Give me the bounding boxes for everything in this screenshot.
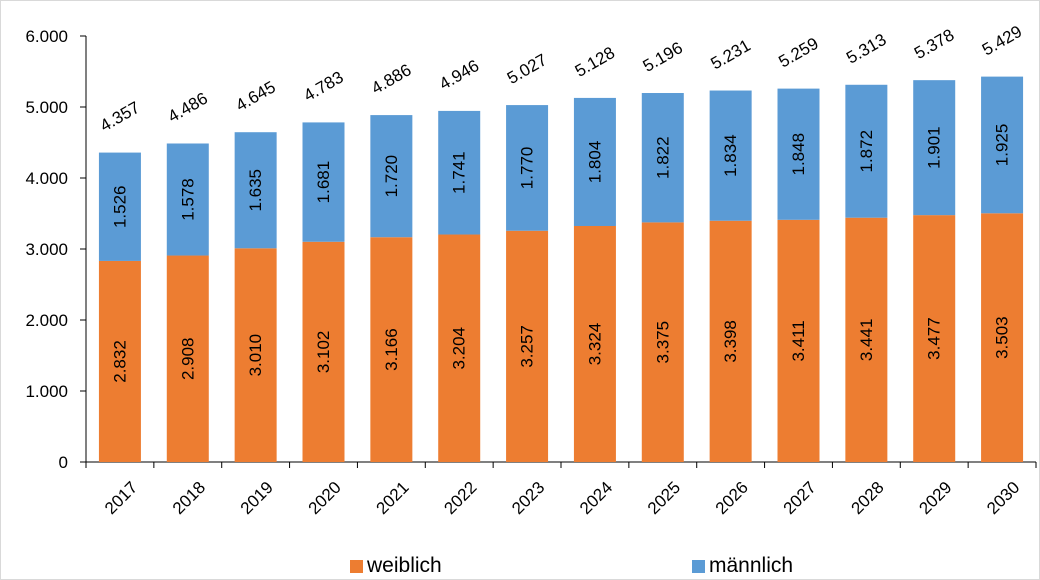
value-label-maennlich: 1.804 <box>585 141 604 184</box>
bar-weiblich <box>506 230 549 462</box>
value-label-maennlich: 1.526 <box>110 185 129 228</box>
y-tick-label: 4.000 <box>25 169 68 188</box>
y-tick-label: 6.000 <box>25 27 68 46</box>
x-category-label: 2023 <box>508 478 548 518</box>
bar-maennlich <box>641 93 684 223</box>
total-label: 4.486 <box>165 89 211 127</box>
value-label-weiblich: 3.477 <box>925 317 944 360</box>
total-label: 5.128 <box>572 43 618 81</box>
bar-maennlich <box>302 122 345 242</box>
value-label-maennlich: 1.901 <box>925 126 944 169</box>
bar-maennlich <box>981 76 1024 214</box>
bar-weiblich <box>981 213 1024 462</box>
bar-weiblich <box>641 222 684 462</box>
total-label: 5.259 <box>775 34 821 72</box>
value-label-weiblich: 3.166 <box>382 328 401 371</box>
value-label-weiblich: 2.832 <box>110 340 129 383</box>
x-category-label: 2028 <box>847 478 887 518</box>
x-category-label: 2019 <box>237 478 277 518</box>
bar-weiblich <box>709 220 752 462</box>
total-label: 4.357 <box>97 98 143 136</box>
bar-weiblich <box>234 248 277 462</box>
total-label: 5.196 <box>640 38 686 76</box>
x-category-label: 2029 <box>915 478 955 518</box>
total-label: 4.946 <box>436 56 482 94</box>
y-tick-label: 1.000 <box>25 382 68 401</box>
x-category-label: 2030 <box>983 478 1023 518</box>
x-category-label: 2020 <box>305 478 345 518</box>
bar-maennlich <box>913 80 956 216</box>
legend-item-maennlich: männlich <box>692 553 793 579</box>
value-label-weiblich: 3.010 <box>246 334 265 377</box>
x-category-label: 2017 <box>101 478 141 518</box>
value-label-maennlich: 1.848 <box>789 133 808 176</box>
bar-weiblich <box>370 237 413 462</box>
value-label-weiblich: 2.908 <box>178 337 197 380</box>
bar-maennlich <box>709 90 752 221</box>
legend-label-maennlich: männlich <box>709 554 794 577</box>
bar-maennlich <box>845 84 888 218</box>
total-label: 5.429 <box>979 22 1025 60</box>
y-tick-label: 3.000 <box>25 240 68 259</box>
bar-maennlich <box>98 152 141 261</box>
x-category-label: 2018 <box>169 478 209 518</box>
y-tick-label: 0 <box>59 453 68 472</box>
bar-maennlich <box>234 132 277 249</box>
total-label: 5.027 <box>504 50 550 88</box>
bar-weiblich <box>166 255 209 462</box>
total-label: 5.378 <box>911 25 957 63</box>
bar-weiblich <box>913 215 956 462</box>
value-label-maennlich: 1.872 <box>857 130 876 173</box>
total-label: 5.231 <box>707 36 753 74</box>
bar-maennlich <box>370 115 413 238</box>
bar-weiblich <box>438 234 481 462</box>
value-label-weiblich: 3.324 <box>585 323 604 366</box>
y-tick-label: 5.000 <box>25 98 68 117</box>
legend-swatch-weiblich <box>350 559 363 573</box>
value-label-maennlich: 1.635 <box>246 169 265 212</box>
value-label-maennlich: 1.925 <box>993 124 1012 167</box>
x-category-label: 2022 <box>440 478 480 518</box>
value-label-weiblich: 3.375 <box>653 321 672 364</box>
bar-maennlich <box>777 88 820 220</box>
total-label: 4.645 <box>232 77 278 115</box>
value-label-maennlich: 1.578 <box>178 178 197 221</box>
value-label-maennlich: 1.834 <box>721 134 740 177</box>
value-label-weiblich: 3.441 <box>857 319 876 362</box>
bar-weiblich <box>302 241 345 462</box>
value-label-maennlich: 1.770 <box>518 147 537 190</box>
value-label-maennlich: 1.681 <box>314 161 333 204</box>
value-label-weiblich: 3.257 <box>518 325 537 368</box>
y-tick-label: 2.000 <box>25 311 68 330</box>
legend-item-weiblich: weiblich <box>350 553 442 579</box>
bar-weiblich <box>98 260 141 462</box>
value-label-weiblich: 3.503 <box>993 316 1012 359</box>
value-label-maennlich: 1.720 <box>382 155 401 198</box>
bar-weiblich <box>777 219 820 462</box>
value-label-weiblich: 3.102 <box>314 331 333 374</box>
x-category-label: 2024 <box>576 478 616 518</box>
bar-weiblich <box>573 225 616 462</box>
value-label-weiblich: 3.204 <box>450 327 469 370</box>
legend-label-weiblich: weiblich <box>367 554 442 577</box>
value-label-weiblich: 3.411 <box>789 320 808 361</box>
bar-weiblich <box>845 217 888 462</box>
x-category-label: 2027 <box>780 478 820 518</box>
value-label-maennlich: 1.741 <box>450 151 469 194</box>
x-category-label: 2026 <box>712 478 752 518</box>
bar-maennlich <box>506 105 549 231</box>
total-label: 5.313 <box>843 30 889 68</box>
x-category-label: 2021 <box>372 478 412 518</box>
bar-maennlich <box>573 97 616 226</box>
total-label: 4.886 <box>368 60 414 98</box>
bar-maennlich <box>166 143 209 256</box>
value-label-weiblich: 3.398 <box>721 320 740 363</box>
x-category-label: 2025 <box>644 478 684 518</box>
bar-maennlich <box>438 110 481 235</box>
total-label: 4.783 <box>300 68 346 106</box>
value-label-maennlich: 1.822 <box>653 136 672 179</box>
legend-swatch-maennlich <box>692 559 705 573</box>
